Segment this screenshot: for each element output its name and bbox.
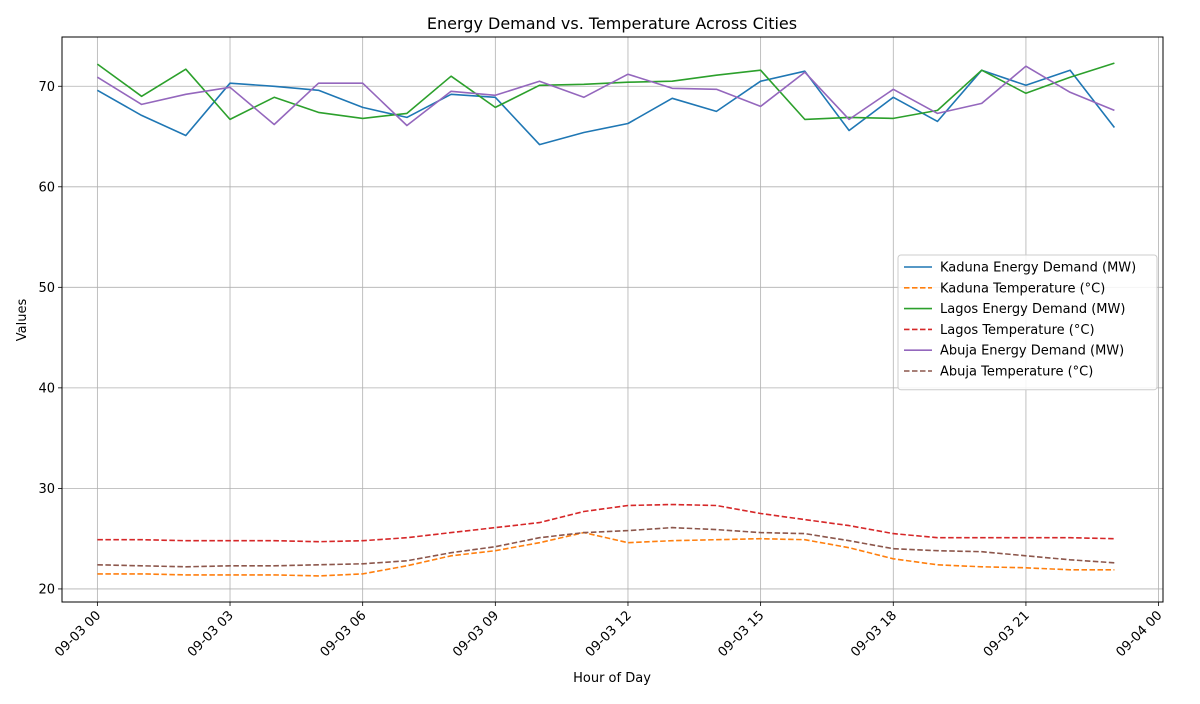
series-line: [97, 69, 1116, 146]
x-tick-label: 09-03 03: [185, 608, 237, 660]
series-line: [97, 503, 1115, 543]
legend-entry: Lagos Temperature (°C): [940, 323, 1095, 338]
series-line: [96, 65, 1115, 127]
legend-entry: Abuja Energy Demand (MW): [940, 344, 1124, 359]
legend-entry: Abuja Temperature (°C): [940, 365, 1093, 380]
x-tick-label: 09-03 09: [450, 608, 502, 660]
x-tick-label: 09-03 18: [848, 608, 900, 660]
chart-title: Energy Demand vs. Temperature Across Cit…: [427, 14, 797, 33]
x-axis-label: Hour of Day: [573, 671, 651, 686]
y-tick-label: 40: [38, 381, 55, 396]
y-tick-label: 70: [38, 80, 55, 95]
x-tick-label: 09-03 21: [981, 608, 1033, 660]
legend-entry: Kaduna Temperature (°C): [940, 281, 1105, 296]
plot-frame: [61, 36, 1164, 603]
legend-entry: Lagos Energy Demand (MW): [940, 302, 1125, 317]
y-tick-label: 20: [38, 582, 55, 597]
series-lines: [96, 62, 1116, 577]
series-line: [97, 531, 1115, 577]
x-tick-label: 09-03 15: [716, 608, 768, 660]
y-axis-label: Values: [15, 299, 30, 342]
series-line: [97, 526, 1115, 568]
y-tick-label: 30: [38, 482, 55, 497]
series-line: [96, 62, 1115, 121]
x-tick-label: 09-04 00: [1113, 608, 1165, 660]
x-tick-label: 09-03 12: [583, 608, 635, 660]
y-tick-label: 50: [38, 281, 55, 296]
y-tick-label: 60: [38, 180, 55, 195]
x-tick-label: 09-03 06: [318, 608, 370, 660]
x-tick-label: 09-03 00: [52, 608, 104, 660]
y-axis: 20 30 40 50 60 70: [38, 80, 62, 597]
legend-entry: Kaduna Energy Demand (MW): [940, 261, 1136, 276]
x-axis: 09-03 00 09-03 03 09-03 06 09-03 09 09-03 12…: [52, 602, 1165, 660]
legend: Kaduna Energy Demand (MW) Kaduna Temperat…: [897, 254, 1158, 391]
legend-frame: [897, 254, 1158, 391]
